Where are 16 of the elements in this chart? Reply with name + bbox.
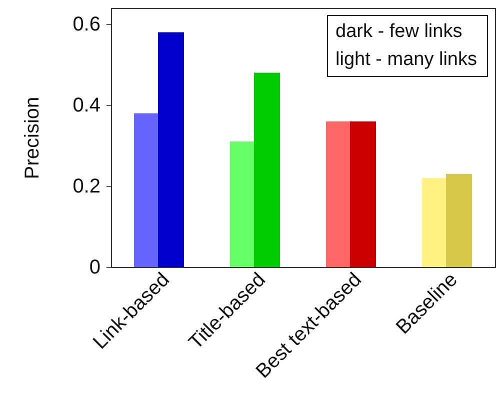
- y-tick-label: 0.6: [72, 14, 100, 36]
- bar: [350, 121, 376, 267]
- bar: [254, 72, 280, 267]
- y-tick-label: 0.4: [72, 94, 100, 117]
- bar: [230, 142, 256, 267]
- y-tick-label: 0.2: [72, 176, 100, 198]
- annotation: light - many links: [336, 48, 477, 72]
- bar: [158, 32, 184, 267]
- text-box: dark - few links light - many links: [326, 15, 488, 77]
- bar: [326, 121, 352, 267]
- y-axis-title: Precision: [22, 96, 44, 180]
- bar: [446, 174, 472, 267]
- y-tick-label: 0: [89, 256, 100, 278]
- bar: [134, 113, 160, 267]
- annotation: dark - few links: [336, 20, 464, 44]
- bar: [422, 178, 448, 267]
